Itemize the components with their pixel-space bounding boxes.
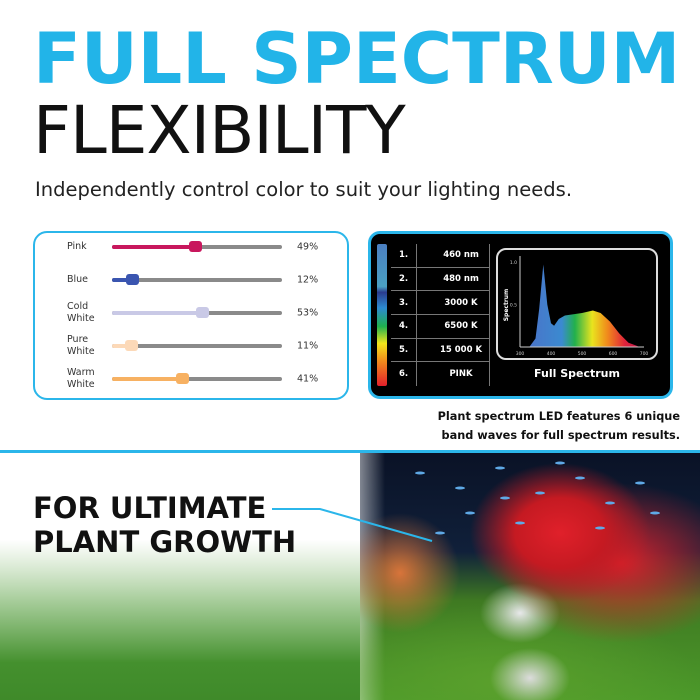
color-sliders-panel: Pink 49% Blue 12% Cold White 53% Pure White… <box>33 231 349 400</box>
fish <box>595 526 605 530</box>
slider-fill <box>112 344 131 348</box>
spectrum-area <box>529 264 638 347</box>
slider-thumb[interactable] <box>175 373 189 384</box>
slider-row-pure-white: Pure White 11% <box>35 331 347 361</box>
x-tick-label: 700 <box>640 351 649 357</box>
fish <box>415 471 425 475</box>
slider-row-pink: Pink 49% <box>35 232 347 262</box>
slider-value: 11% <box>297 340 319 352</box>
fish <box>495 466 505 470</box>
slider-fill <box>112 311 203 315</box>
fish <box>435 531 445 535</box>
band-row: 4. 6500 K <box>391 315 489 339</box>
headline-subtitle: FLEXIBILITY <box>33 92 406 169</box>
band-number: 4. <box>399 321 409 332</box>
spectrum-chart: 300 400 500 600 700 0.5 1.0 Spectrum <box>496 248 658 360</box>
slider-row-blue: Blue 12% <box>35 265 347 295</box>
slider-value: 49% <box>297 241 319 253</box>
band-value: 6500 K <box>444 321 478 332</box>
fish <box>650 511 660 515</box>
y-tick-label: 0.5 <box>510 303 517 309</box>
band-row: 6. PINK <box>391 363 489 387</box>
divider-line <box>0 450 700 453</box>
caption-line: Plant spectrum LED features 6 unique <box>437 410 680 423</box>
caption-line: band waves for full spectrum results. <box>441 429 680 442</box>
fish <box>500 496 510 500</box>
divider <box>489 244 490 386</box>
fish <box>535 491 545 495</box>
band-row: 5. 15 000 K <box>391 339 489 363</box>
slider-fill <box>112 245 196 249</box>
y-axis-label: Spectrum <box>503 289 510 322</box>
slider-row-cold-white: Cold White 53% <box>35 298 347 328</box>
slider-value: 53% <box>297 307 319 319</box>
caption: Plant spectrum LED features 6 unique ban… <box>438 407 680 445</box>
band-number: 3. <box>399 297 409 308</box>
slider-thumb[interactable] <box>196 307 210 318</box>
slider-track[interactable] <box>112 241 282 252</box>
fish <box>555 461 565 465</box>
slider-fill <box>112 278 133 282</box>
fish <box>455 486 465 490</box>
band-row: 2. 480 nm <box>391 268 489 292</box>
slider-label: Cold White <box>67 301 95 324</box>
fish-decoration <box>415 461 660 535</box>
band-number: 2. <box>399 274 409 285</box>
aquarium-photo <box>0 453 700 700</box>
band-value: 3000 K <box>444 297 478 308</box>
spectrum-color-bar <box>377 244 387 386</box>
slider-thumb[interactable] <box>189 241 203 252</box>
slider-value: 41% <box>297 373 319 385</box>
fish <box>605 501 615 505</box>
slider-track[interactable] <box>112 307 282 318</box>
slider-fill <box>112 377 182 381</box>
band-number: 6. <box>399 369 409 380</box>
fish <box>635 481 645 485</box>
slider-track[interactable] <box>112 373 282 384</box>
chart-title: Full Spectrum <box>534 367 620 380</box>
x-tick-label: 300 <box>516 351 525 357</box>
spectrum-bands-panel: 1. 460 nm 2. 480 nm 3. 3000 K 4. 6500 K 5. 15 000… <box>368 231 673 399</box>
faded-plants <box>0 453 360 700</box>
slider-label: Blue <box>67 274 89 285</box>
tagline-line2: PLANT GROWTH <box>33 525 297 559</box>
band-row: 1. 460 nm <box>391 244 489 268</box>
band-value: 460 nm <box>443 250 479 261</box>
slider-thumb[interactable] <box>124 340 138 351</box>
x-tick-label: 600 <box>609 351 618 357</box>
x-tick-label: 400 <box>547 351 556 357</box>
slider-track[interactable] <box>112 274 282 285</box>
fish <box>515 521 525 525</box>
description: Independently control color to suit your… <box>35 178 573 201</box>
band-row: 3. 3000 K <box>391 291 489 316</box>
x-tick-label: 500 <box>578 351 587 357</box>
fish <box>465 511 475 515</box>
slider-track[interactable] <box>112 340 282 351</box>
spectrum-chart-svg: 300 400 500 600 700 0.5 1.0 Spectrum <box>503 256 649 357</box>
band-value: PINK <box>449 369 473 380</box>
fish <box>575 476 585 480</box>
slider-row-warm-white: Warm White 41% <box>35 364 347 394</box>
band-value: 15 000 K <box>439 345 483 356</box>
band-number: 1. <box>399 250 409 261</box>
band-number: 5. <box>399 345 409 356</box>
band-list: 1. 460 nm 2. 480 nm 3. 3000 K 4. 6500 K 5. 15 000… <box>371 244 491 386</box>
tagline-line1: FOR ULTIMATE <box>33 491 267 525</box>
headline-title: FULL SPECTRUM <box>33 18 681 100</box>
y-tick-label: 1.0 <box>510 260 517 266</box>
band-value: 480 nm <box>443 274 479 285</box>
slider-label: Warm White <box>67 367 95 390</box>
slider-thumb[interactable] <box>126 274 140 285</box>
slider-label: Pure White <box>67 334 95 357</box>
slider-label: Pink <box>67 241 87 252</box>
slider-value: 12% <box>297 274 319 286</box>
